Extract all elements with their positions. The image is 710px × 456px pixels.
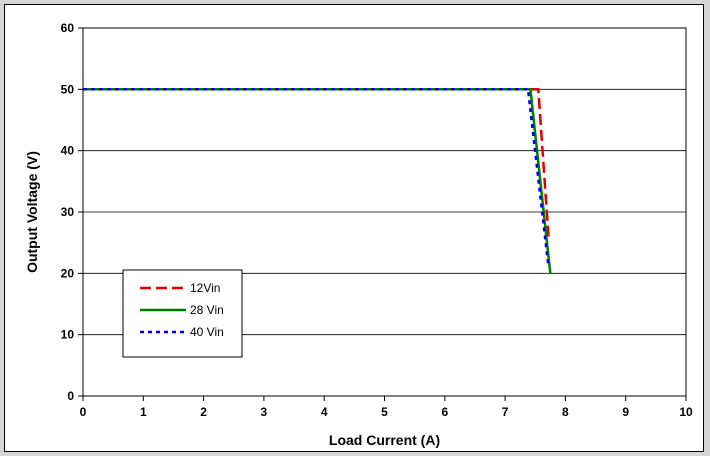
x-axis-ticks: 0 1 2 3 4 5 6 7 8 9 10 (80, 396, 693, 419)
y-tick-label: 40 (61, 144, 75, 158)
y-tick-label: 30 (61, 205, 75, 219)
series-lines (83, 88, 552, 274)
legend-label-3: 40 Vin (190, 325, 224, 339)
x-tick-label: 2 (200, 405, 207, 419)
chart-frame: 0 1 2 3 4 5 6 7 8 9 10 0 10 20 30 40 50 60 Load Current … (4, 4, 704, 452)
y-axis-ticks: 0 10 20 30 40 50 60 (61, 21, 83, 403)
y-tick-label: 60 (61, 21, 75, 35)
y-tick-label: 0 (67, 389, 74, 403)
series-line-2 (83, 88, 552, 274)
line-chart: 0 1 2 3 4 5 6 7 8 9 10 0 10 20 30 40 50 60 Load Current … (24, 21, 693, 448)
y-tick-label: 20 (61, 266, 75, 280)
legend-label-2: 28 Vin (190, 303, 224, 317)
x-tick-label: 8 (562, 405, 569, 419)
x-tick-label: 0 (80, 405, 87, 419)
x-tick-label: 6 (441, 405, 448, 419)
x-tick-label: 9 (622, 405, 629, 419)
x-tick-label: 4 (321, 405, 328, 419)
y-axis-title: Output Voltage (V) (24, 151, 40, 273)
x-axis-title: Load Current (A) (329, 432, 440, 448)
legend: 12Vin 28 Vin 40 Vin (122, 269, 243, 358)
x-tick-label: 5 (381, 405, 388, 419)
y-tick-label: 50 (61, 82, 75, 96)
x-tick-label: 3 (261, 405, 268, 419)
x-tick-label: 10 (679, 405, 693, 419)
x-tick-label: 1 (140, 405, 147, 419)
legend-box (122, 269, 243, 358)
x-tick-label: 7 (502, 405, 509, 419)
y-tick-label: 10 (61, 328, 75, 342)
legend-label-1: 12Vin (190, 281, 220, 295)
